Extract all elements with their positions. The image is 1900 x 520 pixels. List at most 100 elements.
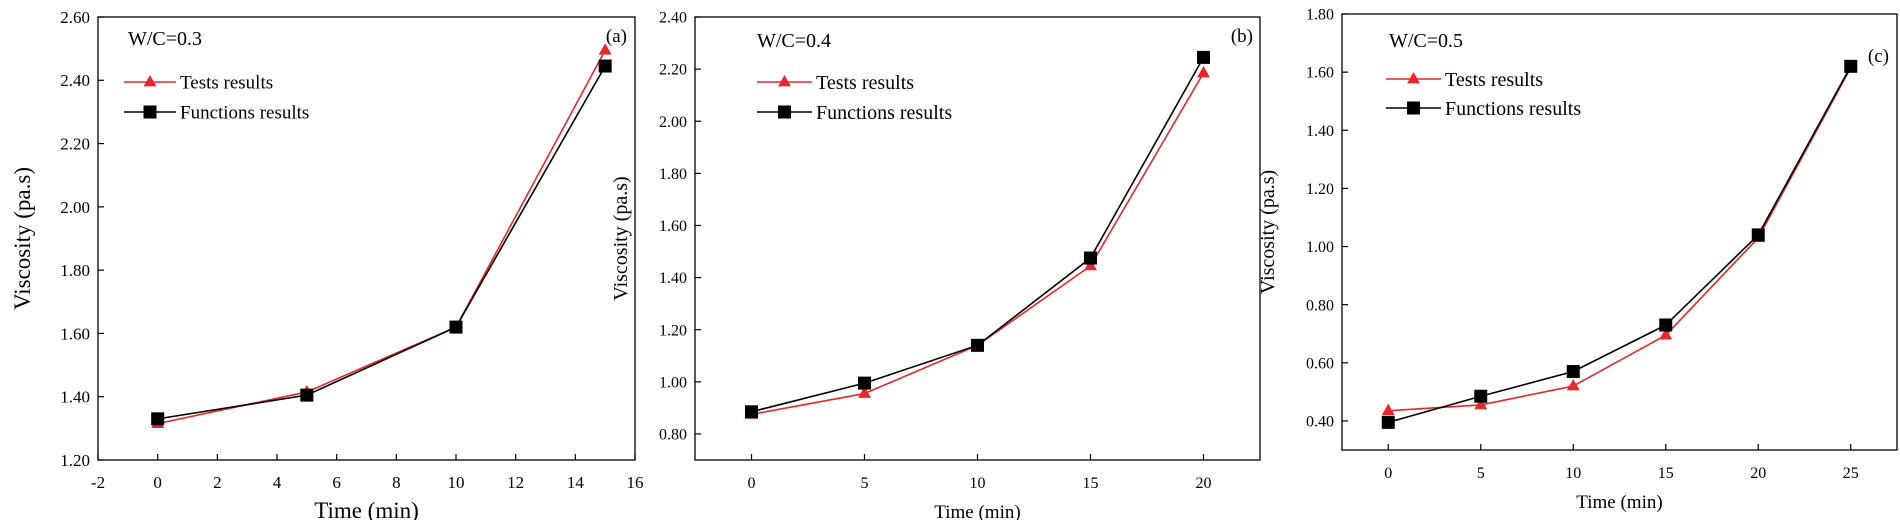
y-tick-label: 0.80 bbox=[659, 427, 687, 444]
y-tick-label: 2.00 bbox=[60, 198, 90, 217]
legend-label: Tests results bbox=[1445, 69, 1543, 91]
y-tick-label: 0.40 bbox=[1306, 414, 1334, 431]
tests-data-point bbox=[598, 43, 612, 55]
x-tick-label: 4 bbox=[273, 473, 282, 492]
tests-data-point bbox=[1381, 403, 1395, 416]
series-line-functions bbox=[1388, 65, 1852, 424]
functions-data-point bbox=[1084, 251, 1097, 265]
panel-label: (a) bbox=[606, 26, 627, 47]
y-tick-label: 2.40 bbox=[659, 10, 687, 27]
legend-marker bbox=[143, 75, 157, 87]
x-tick-label: 2 bbox=[213, 473, 222, 492]
y-tick-label: 2.00 bbox=[659, 114, 687, 131]
x-tick-label: 16 bbox=[627, 473, 644, 492]
x-tick-label: 20 bbox=[1196, 475, 1212, 492]
series-line-tests bbox=[1388, 67, 1852, 412]
chart-panel-2: 0.80 1.00 1.20 1.40 1.60 1.80 2.00 2.20 2.40 0 5 10… bbox=[610, 10, 1261, 520]
x-tick-label: 0 bbox=[1384, 465, 1392, 482]
tests-data-point bbox=[1474, 397, 1488, 410]
y-tick-label: 1.80 bbox=[659, 166, 687, 183]
functions-data-point bbox=[745, 405, 758, 419]
x-tick-label: 5 bbox=[1477, 465, 1485, 482]
tests-data-point bbox=[1197, 66, 1210, 78]
y-tick-label: 1.00 bbox=[659, 374, 687, 391]
x-tick-label: 6 bbox=[332, 473, 341, 492]
wc-annotation: W/C=0.5 bbox=[1389, 30, 1463, 52]
x-tick-label: -2 bbox=[91, 473, 105, 492]
chart-panel-3: 0.40 0.60 0.80 1.00 1.20 1.40 1.60 1.80 0 5 10 15 20… bbox=[1257, 7, 1898, 513]
functions-data-point bbox=[300, 388, 314, 402]
y-tick-label: 1.20 bbox=[1306, 181, 1334, 198]
x-tick-label: 10 bbox=[448, 473, 465, 492]
functions-data-point bbox=[1381, 415, 1395, 429]
tests-data-point bbox=[1566, 379, 1580, 391]
functions-data-point bbox=[971, 338, 984, 352]
x-axis-title: Time (min) bbox=[1576, 492, 1662, 513]
y-tick-label: 1.20 bbox=[60, 451, 90, 470]
legend-label: Functions results bbox=[1445, 98, 1581, 120]
x-tick-label: 14 bbox=[567, 473, 585, 492]
y-axis-title: Viscosity (pa.s) bbox=[10, 167, 35, 310]
functions-data-point bbox=[1474, 389, 1488, 403]
y-tick-label: 1.40 bbox=[1306, 123, 1334, 140]
functions-data-point bbox=[598, 59, 612, 73]
legend: Tests results Functions results bbox=[1386, 69, 1581, 120]
y-tick-label: 2.40 bbox=[60, 71, 90, 90]
y-tick-label: 2.20 bbox=[659, 62, 687, 79]
legend-marker bbox=[1407, 72, 1420, 84]
functions-data-point bbox=[858, 376, 871, 390]
series-line-functions bbox=[157, 65, 606, 420]
y-tick-label: 1.60 bbox=[659, 218, 687, 235]
y-tick-label: 1.80 bbox=[1306, 7, 1334, 24]
y-tick-label: 1.80 bbox=[60, 261, 90, 280]
functions-data-point bbox=[449, 320, 463, 334]
x-tick-label: 20 bbox=[1750, 465, 1766, 482]
x-tick-label: 12 bbox=[507, 473, 524, 492]
tests-data-point bbox=[858, 386, 871, 398]
x-axis-title: Time (min) bbox=[934, 502, 1020, 520]
legend-label: Functions results bbox=[180, 103, 309, 124]
y-tick-label: 1.40 bbox=[60, 388, 90, 407]
x-tick-label: 0 bbox=[153, 473, 162, 492]
y-tick-label: 2.60 bbox=[60, 8, 90, 27]
y-tick-label: 1.60 bbox=[60, 324, 90, 343]
y-tick-label: 2.20 bbox=[60, 135, 90, 154]
x-tick-label: 15 bbox=[1658, 465, 1674, 482]
y-tick-label: 1.00 bbox=[1306, 239, 1334, 256]
chart-panel-1: 1.20 1.40 1.60 1.80 2.00 2.20 2.40 2.60 -2 0 2 4 6 8 1… bbox=[10, 8, 644, 520]
functions-data-point bbox=[1751, 228, 1765, 242]
y-tick-label: 1.60 bbox=[1306, 65, 1334, 82]
legend: Tests results Functions results bbox=[757, 72, 952, 124]
x-tick-label: 10 bbox=[970, 475, 986, 492]
functions-data-point bbox=[1197, 50, 1210, 64]
x-tick-label: 8 bbox=[392, 473, 401, 492]
y-tick-label: 1.20 bbox=[659, 322, 687, 339]
legend-marker bbox=[778, 105, 791, 119]
legend-label: Functions results bbox=[816, 102, 952, 124]
panel-label: (c) bbox=[1868, 46, 1889, 67]
functions-data-point bbox=[1844, 59, 1858, 73]
y-tick-label: 0.80 bbox=[1306, 297, 1334, 314]
x-tick-label: 25 bbox=[1843, 465, 1859, 482]
y-axis-title: Viscosity (pa.s) bbox=[1257, 170, 1279, 294]
functions-data-point bbox=[1566, 365, 1580, 379]
x-tick-label: 5 bbox=[861, 475, 869, 492]
functions-data-point bbox=[151, 412, 165, 426]
plot-frame bbox=[1341, 13, 1898, 451]
plot-frame bbox=[97, 16, 636, 461]
y-axis-title: Viscosity (pa.s) bbox=[610, 176, 632, 300]
legend: Tests results Functions results bbox=[124, 73, 309, 124]
legend-marker bbox=[778, 75, 791, 87]
x-tick-label: 10 bbox=[1565, 465, 1581, 482]
y-tick-label: 1.40 bbox=[659, 270, 687, 287]
x-tick-label: 15 bbox=[1083, 475, 1099, 492]
wc-annotation: W/C=0.4 bbox=[757, 30, 831, 52]
legend-label: Tests results bbox=[180, 73, 273, 94]
legend-marker bbox=[1407, 101, 1420, 115]
legend-label: Tests results bbox=[816, 72, 914, 94]
series-line-tests bbox=[751, 72, 1205, 416]
legend-marker bbox=[143, 105, 157, 119]
functions-data-point bbox=[1659, 318, 1673, 332]
tests-data-point bbox=[1659, 328, 1673, 340]
